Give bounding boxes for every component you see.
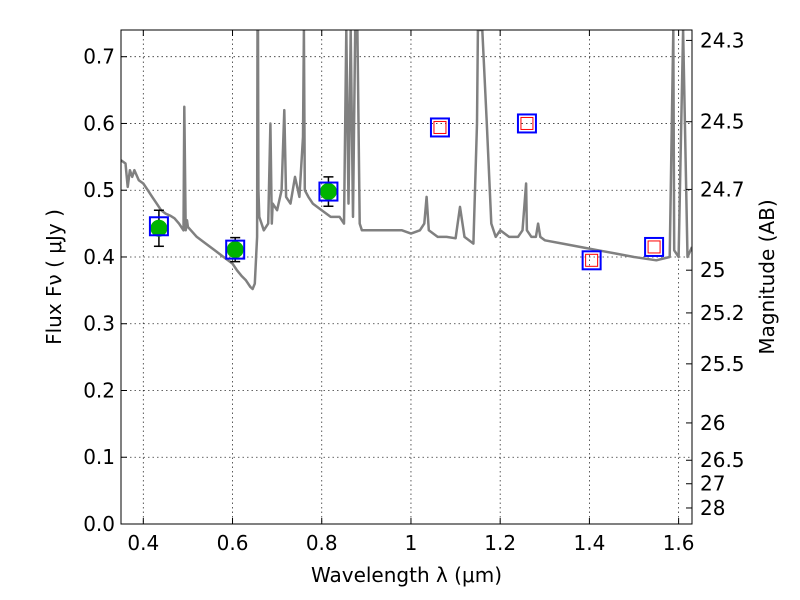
y-tick-label: 0.2 xyxy=(83,378,115,402)
y2-tick-label: 26 xyxy=(700,411,725,435)
x-tick-label: 1.4 xyxy=(573,531,605,555)
y-tick-label: 0.6 xyxy=(83,111,115,135)
y-tick-label: 0.3 xyxy=(83,312,115,336)
y2-tick-label: 25 xyxy=(700,258,725,282)
x-tick-label: 0.4 xyxy=(127,531,159,555)
grid-lines xyxy=(121,30,692,524)
data-markers xyxy=(150,114,663,269)
y2-axis-title: Magnitude (AB) xyxy=(755,199,779,354)
y2-tick-label: 25.2 xyxy=(700,301,745,325)
upper-limit-marker xyxy=(586,254,598,266)
upper-limit-marker xyxy=(648,241,660,253)
y-tick-label: 0.5 xyxy=(83,178,115,202)
y-axis-title: Flux Fν ( μJy ) xyxy=(42,209,66,345)
x-tick-label: 1.6 xyxy=(663,531,695,555)
upper-limit-marker xyxy=(434,121,446,133)
y-tick-label: 0.7 xyxy=(83,45,115,69)
observed-flux-point xyxy=(227,242,243,258)
x-tick-label: 1.2 xyxy=(484,531,516,555)
model-spectrum-line xyxy=(121,30,692,289)
y2-tick-label: 24.5 xyxy=(700,110,745,134)
plot-area xyxy=(121,30,692,289)
observed-flux-point xyxy=(151,220,167,236)
plot-frame xyxy=(121,30,692,524)
y2-tick-label: 25.5 xyxy=(700,352,745,376)
x-tick-label: 1 xyxy=(405,531,418,555)
x-tick-label: 0.6 xyxy=(217,531,249,555)
y2-tick-label: 24.7 xyxy=(700,177,745,201)
y2-tick-label: 26.5 xyxy=(700,448,745,472)
x-axis-title: Wavelength λ (μm) xyxy=(311,563,502,587)
x-tick-label: 0.8 xyxy=(306,531,338,555)
y-tick-label: 0.0 xyxy=(83,512,115,536)
y-tick-label: 0.4 xyxy=(83,245,115,269)
y-tick-label: 0.1 xyxy=(83,445,115,469)
y2-tick-label: 27 xyxy=(700,472,725,496)
observed-flux-point xyxy=(320,184,336,200)
y2-tick-label: 24.3 xyxy=(700,28,745,52)
y-axis-left: 0.0 0.1 0.2 0.3 0.4 0.5 0.6 0.7 xyxy=(83,45,127,536)
y2-tick-label: 28 xyxy=(700,496,725,520)
